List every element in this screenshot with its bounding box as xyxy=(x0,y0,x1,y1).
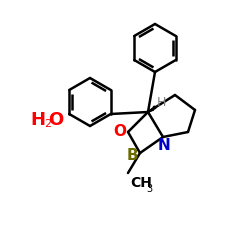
Text: B: B xyxy=(126,148,138,162)
Text: 2: 2 xyxy=(44,119,52,129)
Text: O: O xyxy=(48,111,64,129)
Text: H: H xyxy=(30,111,46,129)
Text: CH: CH xyxy=(130,176,152,190)
Text: 3: 3 xyxy=(146,184,152,194)
Text: H: H xyxy=(156,96,166,108)
Text: N: N xyxy=(158,138,170,152)
Text: O: O xyxy=(114,124,126,138)
